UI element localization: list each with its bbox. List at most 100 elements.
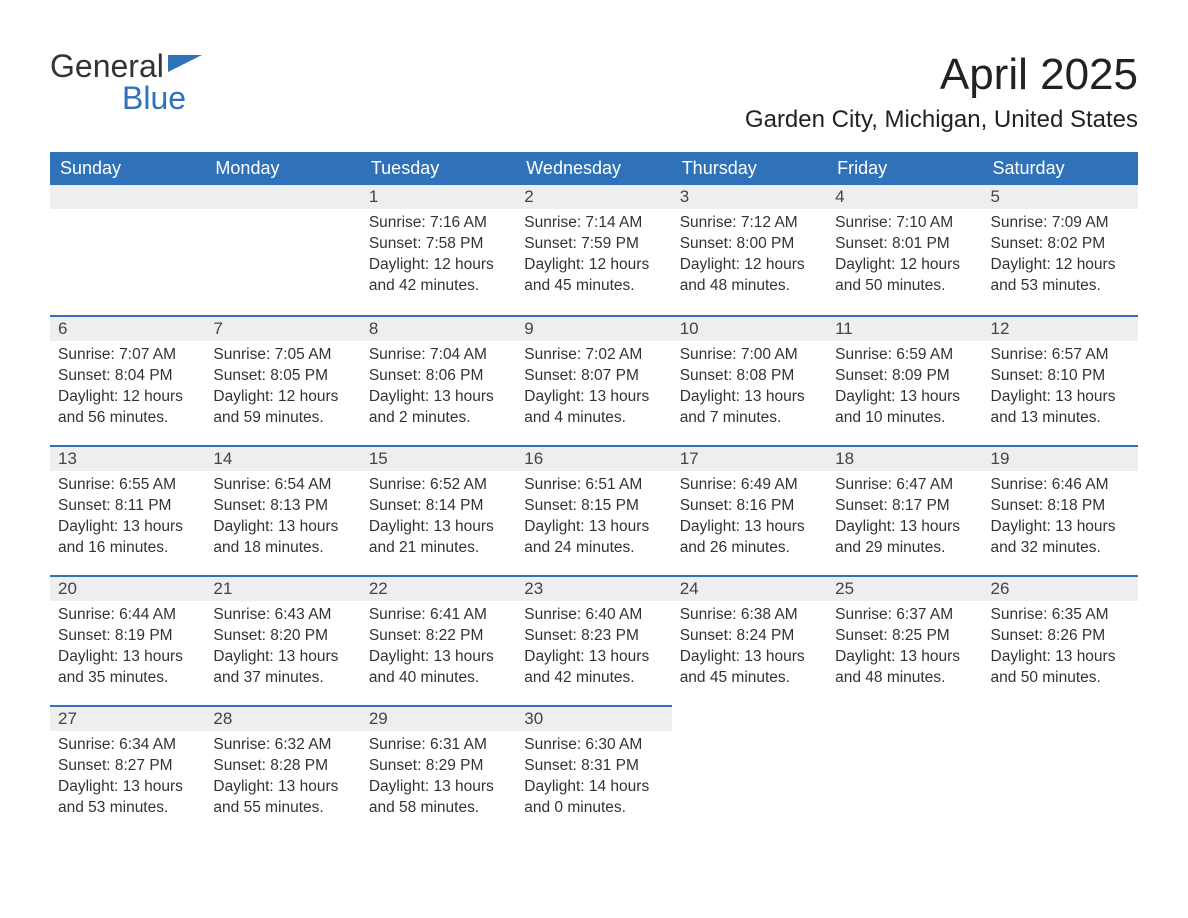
day-number: 24 <box>672 575 827 601</box>
day-details: Sunrise: 7:12 AMSunset: 8:00 PMDaylight:… <box>672 209 827 307</box>
sunset-text: Sunset: 8:24 PM <box>680 626 819 647</box>
day-number: 2 <box>516 185 671 209</box>
week-row: 6Sunrise: 7:07 AMSunset: 8:04 PMDaylight… <box>50 315 1138 445</box>
day-cell: 28Sunrise: 6:32 AMSunset: 8:28 PMDayligh… <box>205 705 360 835</box>
day-number: 23 <box>516 575 671 601</box>
day-number: 21 <box>205 575 360 601</box>
sunrise-text: Sunrise: 7:16 AM <box>369 213 508 234</box>
day-cell: 1Sunrise: 7:16 AMSunset: 7:58 PMDaylight… <box>361 185 516 315</box>
sunset-text: Sunset: 8:19 PM <box>58 626 197 647</box>
sunset-text: Sunset: 8:18 PM <box>991 496 1130 517</box>
week-row: 20Sunrise: 6:44 AMSunset: 8:19 PMDayligh… <box>50 575 1138 705</box>
weekday-header: Thursday <box>672 152 827 185</box>
sunrise-text: Sunrise: 7:14 AM <box>524 213 663 234</box>
sunrise-text: Sunrise: 6:44 AM <box>58 605 197 626</box>
daylight-text: Daylight: 13 hours and 45 minutes. <box>680 647 819 689</box>
daylight-text: Daylight: 13 hours and 48 minutes. <box>835 647 974 689</box>
day-details: Sunrise: 7:02 AMSunset: 8:07 PMDaylight:… <box>516 341 671 439</box>
sunrise-text: Sunrise: 6:55 AM <box>58 475 197 496</box>
sunset-text: Sunset: 8:10 PM <box>991 366 1130 387</box>
day-number: 20 <box>50 575 205 601</box>
daylight-text: Daylight: 13 hours and 29 minutes. <box>835 517 974 559</box>
day-number: 6 <box>50 315 205 341</box>
daylight-text: Daylight: 13 hours and 4 minutes. <box>524 387 663 429</box>
daylight-text: Daylight: 12 hours and 50 minutes. <box>835 255 974 297</box>
calendar-page: General Blue April 2025 Garden City, Mic… <box>0 0 1188 875</box>
day-details: Sunrise: 6:59 AMSunset: 8:09 PMDaylight:… <box>827 341 982 439</box>
day-cell: 20 Sunrise: 6:44 AMSunset: 8:19 PMDayligh… <box>50 575 205 705</box>
daylight-text: Daylight: 13 hours and 50 minutes. <box>991 647 1130 689</box>
day-details: Sunrise: 6:52 AMSunset: 8:14 PMDaylight:… <box>361 471 516 569</box>
day-details: Sunrise: 6:34 AMSunset: 8:27 PMDaylight:… <box>50 731 205 829</box>
day-details: Sunrise: 6:40 AMSunset: 8:23 PMDaylight:… <box>516 601 671 699</box>
logo-word1: General <box>50 50 164 82</box>
day-details: Sunrise: 6:35 AMSunset: 8:26 PMDaylight:… <box>983 601 1138 699</box>
sunrise-text: Sunrise: 6:38 AM <box>680 605 819 626</box>
sunset-text: Sunset: 8:04 PM <box>58 366 197 387</box>
day-number: 9 <box>516 315 671 341</box>
day-number: 25 <box>827 575 982 601</box>
day-details: Sunrise: 6:30 AMSunset: 8:31 PMDaylight:… <box>516 731 671 829</box>
day-details: Sunrise: 6:37 AMSunset: 8:25 PMDaylight:… <box>827 601 982 699</box>
day-cell: 3Sunrise: 7:12 AMSunset: 8:00 PMDaylight… <box>672 185 827 315</box>
day-details: Sunrise: 6:47 AMSunset: 8:17 PMDaylight:… <box>827 471 982 569</box>
day-number: 30 <box>516 705 671 731</box>
sunrise-text: Sunrise: 6:37 AM <box>835 605 974 626</box>
daylight-text: Daylight: 13 hours and 26 minutes. <box>680 517 819 559</box>
sunset-text: Sunset: 8:09 PM <box>835 366 974 387</box>
day-cell: 19Sunrise: 6:46 AMSunset: 8:18 PMDayligh… <box>983 445 1138 575</box>
daylight-text: Daylight: 12 hours and 56 minutes. <box>58 387 197 429</box>
day-details: Sunrise: 7:09 AMSunset: 8:02 PMDaylight:… <box>983 209 1138 307</box>
sunset-text: Sunset: 8:13 PM <box>213 496 352 517</box>
day-details: Sunrise: 6:32 AMSunset: 8:28 PMDaylight:… <box>205 731 360 829</box>
sunrise-text: Sunrise: 6:31 AM <box>369 735 508 756</box>
day-cell: 30Sunrise: 6:30 AMSunset: 8:31 PMDayligh… <box>516 705 671 835</box>
daylight-text: Daylight: 13 hours and 32 minutes. <box>991 517 1130 559</box>
sunrise-text: Sunrise: 6:30 AM <box>524 735 663 756</box>
day-cell: 9Sunrise: 7:02 AMSunset: 8:07 PMDaylight… <box>516 315 671 445</box>
day-cell: 10Sunrise: 7:00 AMSunset: 8:08 PMDayligh… <box>672 315 827 445</box>
weekday-header: Monday <box>205 152 360 185</box>
sunrise-text: Sunrise: 6:52 AM <box>369 475 508 496</box>
daylight-text: Daylight: 12 hours and 59 minutes. <box>213 387 352 429</box>
calendar-table: Sunday Monday Tuesday Wednesday Thursday… <box>50 152 1138 835</box>
day-cell <box>50 185 205 315</box>
sunset-text: Sunset: 8:27 PM <box>58 756 197 777</box>
day-cell: 29Sunrise: 6:31 AMSunset: 8:29 PMDayligh… <box>361 705 516 835</box>
day-number: 18 <box>827 445 982 471</box>
sunrise-text: Sunrise: 7:05 AM <box>213 345 352 366</box>
day-cell <box>983 705 1138 835</box>
day-cell: 18Sunrise: 6:47 AMSunset: 8:17 PMDayligh… <box>827 445 982 575</box>
sunrise-text: Sunrise: 7:12 AM <box>680 213 819 234</box>
sunset-text: Sunset: 8:23 PM <box>524 626 663 647</box>
day-details: Sunrise: 6:57 AMSunset: 8:10 PMDaylight:… <box>983 341 1138 439</box>
day-cell: 6Sunrise: 7:07 AMSunset: 8:04 PMDaylight… <box>50 315 205 445</box>
day-cell: 26Sunrise: 6:35 AMSunset: 8:26 PMDayligh… <box>983 575 1138 705</box>
day-details: Sunrise: 6:55 AMSunset: 8:11 PMDaylight:… <box>50 471 205 569</box>
weekday-header: Saturday <box>983 152 1138 185</box>
daylight-text: Daylight: 13 hours and 24 minutes. <box>524 517 663 559</box>
daylight-text: Daylight: 13 hours and 35 minutes. <box>58 647 197 689</box>
calendar-body: 1Sunrise: 7:16 AMSunset: 7:58 PMDaylight… <box>50 185 1138 835</box>
day-cell: 17Sunrise: 6:49 AMSunset: 8:16 PMDayligh… <box>672 445 827 575</box>
sunrise-text: Sunrise: 6:57 AM <box>991 345 1130 366</box>
day-cell: 21Sunrise: 6:43 AMSunset: 8:20 PMDayligh… <box>205 575 360 705</box>
day-cell: 11Sunrise: 6:59 AMSunset: 8:09 PMDayligh… <box>827 315 982 445</box>
day-cell <box>205 185 360 315</box>
daylight-text: Daylight: 13 hours and 10 minutes. <box>835 387 974 429</box>
sunrise-text: Sunrise: 7:04 AM <box>369 345 508 366</box>
weekday-header: Friday <box>827 152 982 185</box>
day-details: Sunrise: 6:54 AMSunset: 8:13 PMDaylight:… <box>205 471 360 569</box>
sunset-text: Sunset: 8:25 PM <box>835 626 974 647</box>
day-cell: 4Sunrise: 7:10 AMSunset: 8:01 PMDaylight… <box>827 185 982 315</box>
sunset-text: Sunset: 8:26 PM <box>991 626 1130 647</box>
day-number-bar-empty <box>205 185 360 209</box>
sunrise-text: Sunrise: 6:35 AM <box>991 605 1130 626</box>
daylight-text: Daylight: 13 hours and 37 minutes. <box>213 647 352 689</box>
location-subtitle: Garden City, Michigan, United States <box>745 106 1138 134</box>
day-cell: 5Sunrise: 7:09 AMSunset: 8:02 PMDaylight… <box>983 185 1138 315</box>
daylight-text: Daylight: 13 hours and 40 minutes. <box>369 647 508 689</box>
day-number: 16 <box>516 445 671 471</box>
day-number: 7 <box>205 315 360 341</box>
sunset-text: Sunset: 8:29 PM <box>369 756 508 777</box>
